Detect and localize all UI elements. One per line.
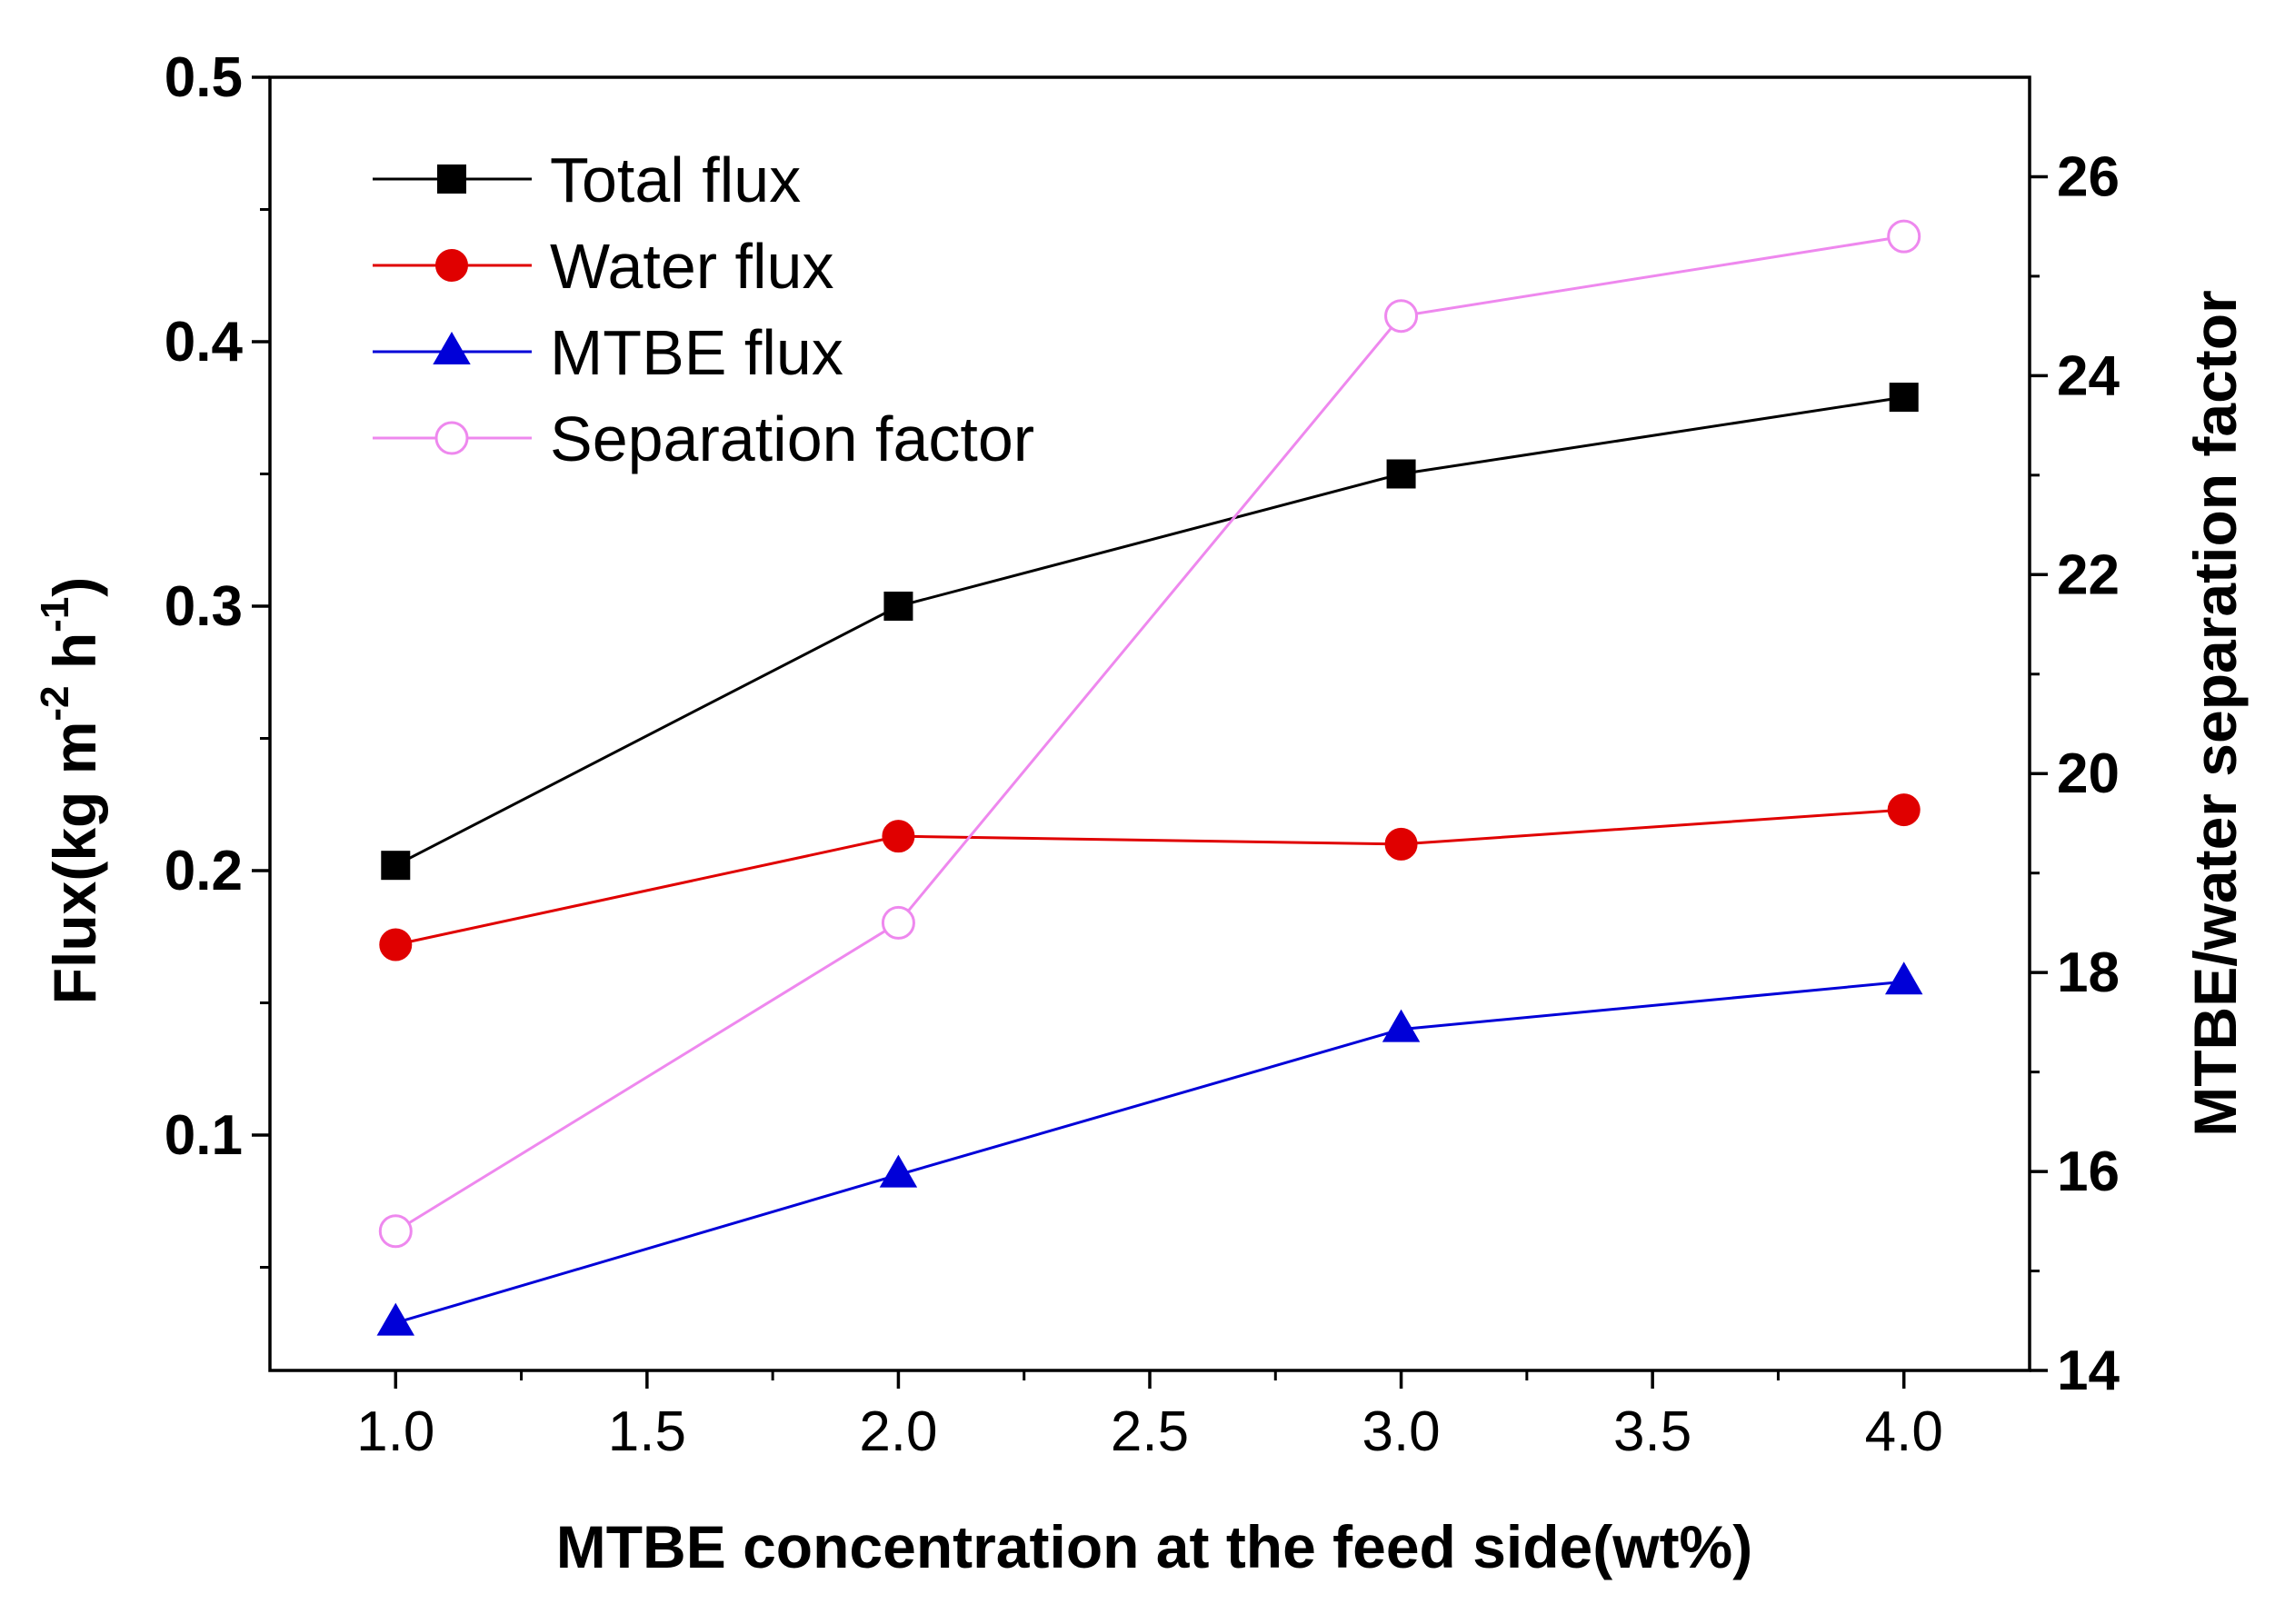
- legend-item-separation-factor: Separation factor: [373, 404, 1034, 474]
- x-tick-label: 3.0: [1362, 1400, 1440, 1463]
- x-tick-label: 1.0: [356, 1400, 434, 1463]
- separation-factor-point: [378, 1214, 413, 1249]
- mtbe-flux-point: [376, 1302, 415, 1336]
- y-tick-label: 0.5: [165, 46, 243, 109]
- legend-item-total-flux: Total flux: [373, 144, 801, 215]
- separation-factor-point: [1887, 219, 1921, 254]
- y2-tick-label: 20: [2057, 742, 2120, 805]
- mtbe-flux-point: [879, 1154, 918, 1188]
- y2-tick-label: 16: [2057, 1141, 2120, 1203]
- water-flux-point: [882, 820, 915, 853]
- x-tick-label: 2.5: [1111, 1400, 1189, 1463]
- y-axis-title: Flux(kg m-2 h-1): [33, 577, 108, 1005]
- y2-tick-label: 24: [2057, 344, 2120, 407]
- y2-tick-label: 14: [2057, 1340, 2120, 1402]
- y-tick-label: 0.4: [165, 311, 244, 374]
- x-tick-label: 1.5: [608, 1400, 686, 1463]
- mtbe-flux-line: [394, 980, 1904, 1325]
- series-water-flux: [379, 793, 1921, 961]
- x-axis-title: MTBE concentration at the feed side(wt%): [556, 1513, 1752, 1580]
- series-total-flux: [381, 383, 1919, 881]
- water-flux-point: [1384, 827, 1418, 861]
- y2-tick-label: 22: [2057, 543, 2120, 606]
- legend: Total flux Water flux MTBE flux Separation …: [373, 144, 1034, 474]
- y-axis-title-text: Flux(kg m: [41, 722, 108, 1005]
- separation-factor-point: [881, 905, 915, 940]
- y-axis-title-sup2: -1: [33, 597, 77, 633]
- x-tick-label: 2.0: [859, 1400, 937, 1463]
- series-layer: [376, 219, 1923, 1336]
- axes-layer: 1.0 1.5 2.0 2.5 3.0 3.5 4.0 0.1 0.2 0.3 0.4 0.5 14 16…: [165, 46, 2120, 1463]
- total-flux-point: [883, 592, 913, 622]
- water-flux-point: [379, 928, 413, 961]
- series-separation-factor: [378, 219, 1921, 1249]
- legend-label-separation-factor: Separation factor: [550, 404, 1034, 474]
- separation-factor-line: [394, 234, 1904, 1233]
- mtbe-flux-point: [1382, 1009, 1421, 1042]
- legend-label-total-flux: Total flux: [550, 144, 801, 215]
- y-axis-title-end: ): [41, 577, 108, 597]
- legend-marker-total-flux: [437, 164, 466, 194]
- y2-tick-label: 26: [2057, 145, 2120, 208]
- legend-marker-mtbe-flux: [433, 331, 471, 364]
- y-axis-title-sup1: -2: [33, 685, 77, 721]
- legend-marker-water-flux: [435, 249, 468, 282]
- plot-frame: [268, 75, 2031, 1372]
- y-tick-label: 0.1: [165, 1104, 243, 1167]
- legend-label-water-flux: Water flux: [550, 231, 833, 302]
- separation-factor-point: [1384, 299, 1419, 334]
- total-flux-line: [394, 395, 1904, 867]
- mtbe-flux-point: [1884, 961, 1923, 995]
- total-flux-point: [1889, 383, 1919, 413]
- legend-marker-separation-factor: [434, 421, 469, 455]
- water-flux-point: [1887, 793, 1921, 827]
- legend-label-mtbe-flux: MTBE flux: [550, 317, 843, 388]
- water-flux-line: [394, 808, 1904, 946]
- total-flux-point: [381, 851, 411, 881]
- y-axis-title-mid: h: [41, 633, 108, 686]
- legend-item-water-flux: Water flux: [373, 231, 833, 302]
- y-tick-label: 0.2: [165, 840, 243, 902]
- y2-tick-label: 18: [2057, 942, 2120, 1004]
- legend-item-mtbe-flux: MTBE flux: [373, 317, 843, 388]
- series-mtbe-flux: [376, 961, 1923, 1336]
- x-tick-label: 4.0: [1865, 1400, 1943, 1463]
- total-flux-point: [1386, 459, 1416, 489]
- y2-axis-title: MTBE/water separation factor: [2181, 290, 2249, 1137]
- y-tick-label: 0.3: [165, 575, 243, 638]
- x-tick-label: 3.5: [1613, 1400, 1691, 1463]
